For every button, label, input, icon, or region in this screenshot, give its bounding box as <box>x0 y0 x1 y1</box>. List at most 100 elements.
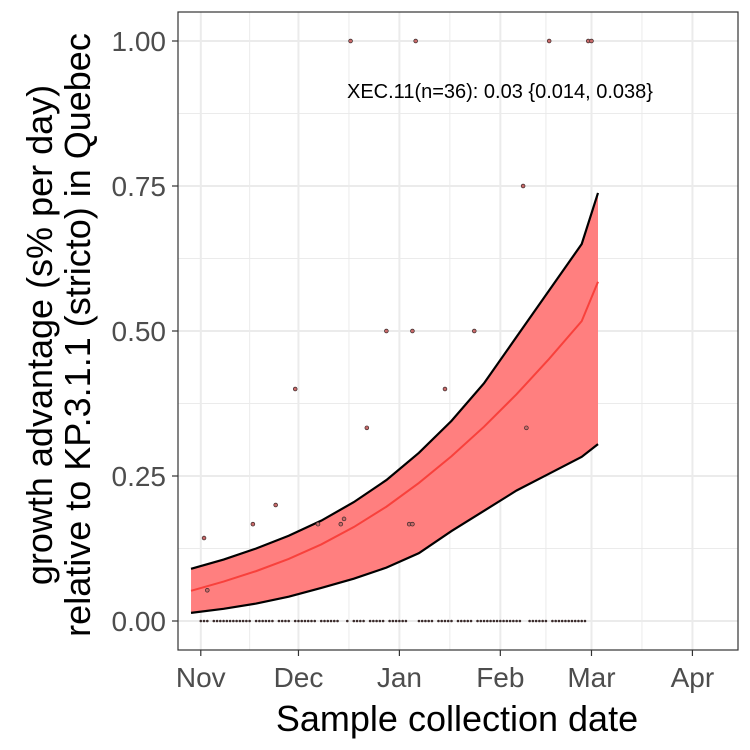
zero-point <box>264 619 268 623</box>
zero-point <box>258 619 261 623</box>
zero-point <box>297 619 300 623</box>
zero-point <box>346 619 349 623</box>
axis-ticks: 0.00 0.25 0.50 0.75 1.00 Nov Dec Jan Feb Mar Apr <box>112 26 715 693</box>
zero-point <box>313 619 317 623</box>
zero-point <box>271 619 274 623</box>
zero-point <box>381 619 385 623</box>
zero-point <box>375 619 378 623</box>
zero-point <box>560 619 564 623</box>
variant-annotation: XEC.11(n=36): 0.03 {0.014, 0.038} <box>347 81 653 103</box>
data-point <box>205 588 210 593</box>
zero-point <box>319 619 323 623</box>
zero-point <box>215 619 219 623</box>
x-axis-title: Sample collection date <box>276 698 638 739</box>
zero-point <box>534 619 538 623</box>
confidence-band <box>190 192 600 614</box>
zero-point <box>446 619 450 623</box>
zero-point <box>326 619 330 623</box>
zero-point <box>310 619 313 623</box>
zero-point <box>241 619 245 623</box>
y-tick-label: 0.00 <box>112 606 167 637</box>
data-point <box>520 183 526 189</box>
zero-point <box>228 619 232 623</box>
zero-point <box>332 619 336 623</box>
data-point <box>348 38 353 44</box>
data-point <box>546 38 552 44</box>
data-point <box>364 425 370 431</box>
zero-point <box>352 619 356 623</box>
zero-point <box>329 619 333 623</box>
data-points <box>199 38 594 623</box>
zero-point <box>512 619 515 623</box>
data-point <box>589 38 594 44</box>
zero-point <box>368 619 372 623</box>
zero-point <box>336 619 339 623</box>
zero-point <box>261 619 264 623</box>
x-tick-label: Feb <box>476 662 524 693</box>
zero-point <box>430 619 434 623</box>
upper-bound-line <box>190 192 600 570</box>
y-axis-title-line2: relative to KP.3.1.1 (stricto) in Quebec <box>57 33 98 637</box>
zero-point <box>248 619 251 623</box>
zero-point <box>505 619 509 623</box>
zero-point <box>225 619 229 623</box>
data-point <box>341 516 347 522</box>
y-tick-label: 0.75 <box>112 171 167 202</box>
zero-point <box>254 619 258 623</box>
zero-point <box>359 619 362 623</box>
zero-point <box>199 619 203 623</box>
zero-point <box>280 619 284 623</box>
zero-point <box>245 619 248 623</box>
zero-point <box>486 619 489 623</box>
zero-point <box>362 619 365 623</box>
zero-point <box>277 619 281 623</box>
y-axis-title: growth advantage (s% per day) relative t… <box>19 33 98 637</box>
zero-point <box>531 619 535 623</box>
data-point <box>413 38 418 44</box>
data-point <box>292 386 298 392</box>
zero-point <box>401 619 404 623</box>
zero-point <box>417 619 421 623</box>
zero-point <box>479 619 483 623</box>
zero-point <box>424 619 427 623</box>
zero-point <box>420 619 424 623</box>
zero-point <box>482 619 486 623</box>
zero-point <box>450 619 453 623</box>
lower-bound-line <box>190 443 599 614</box>
zero-point <box>427 619 430 623</box>
data-point <box>250 521 256 527</box>
zero-point <box>440 619 444 623</box>
zero-point <box>573 619 577 623</box>
data-point <box>472 328 477 334</box>
zero-point <box>212 619 216 623</box>
zero-point <box>456 619 460 623</box>
zero-point <box>293 619 297 623</box>
zero-point <box>206 619 209 623</box>
zero-point <box>476 619 479 623</box>
x-tick-label: Mar <box>567 662 615 693</box>
zero-point <box>303 619 307 623</box>
zero-point <box>391 619 395 623</box>
zero-point <box>551 619 554 623</box>
zero-point <box>232 619 235 623</box>
zero-point <box>235 619 238 623</box>
data-point <box>524 425 529 431</box>
zero-point <box>580 619 584 623</box>
zero-point <box>300 619 304 623</box>
zero-point <box>538 619 541 623</box>
zero-point <box>238 619 242 623</box>
data-point <box>410 328 415 334</box>
zero-point <box>577 619 580 623</box>
zero-point <box>502 619 505 623</box>
zero-point <box>567 619 570 623</box>
x-tick-label: Apr <box>671 662 715 693</box>
zero-point <box>267 619 271 623</box>
zero-point <box>469 619 473 623</box>
confidence-band-area <box>191 192 598 613</box>
zero-point <box>388 619 391 623</box>
zero-point <box>443 619 447 623</box>
data-point <box>410 521 415 527</box>
x-tick-label: Dec <box>274 662 324 693</box>
data-point <box>442 386 448 392</box>
